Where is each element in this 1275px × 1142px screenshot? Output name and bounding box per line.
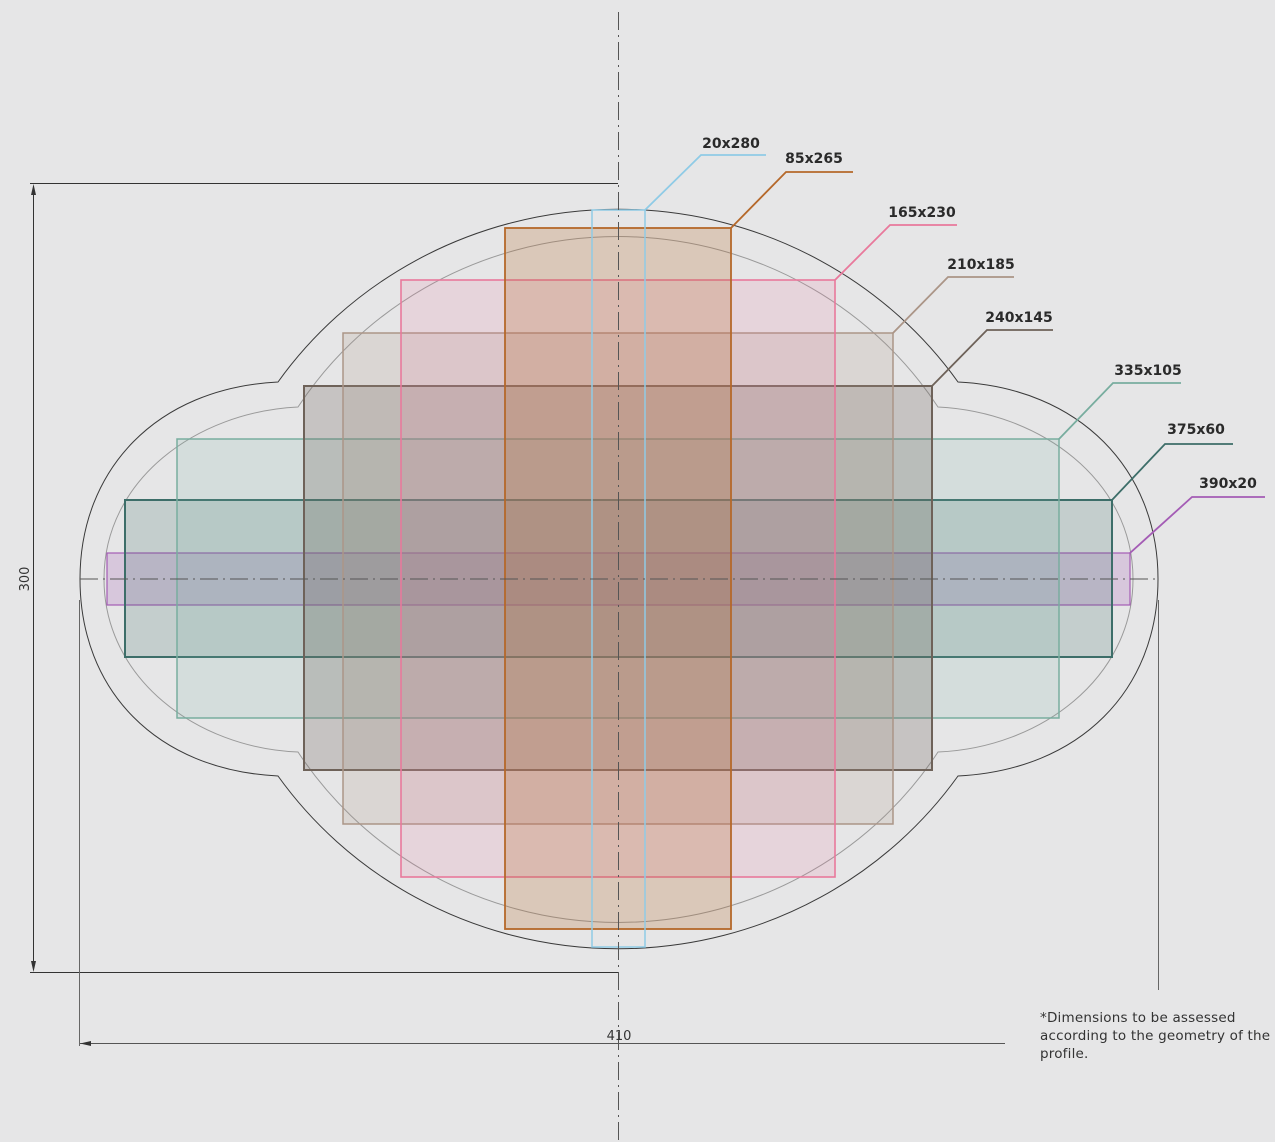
guide-lines [30,12,1160,1142]
width-dimension-value: 410 [607,1029,632,1044]
leader-line-210x185 [892,276,1014,334]
dimension-label-390x20: 390x20 [1199,476,1257,492]
height-dimension-value: 300 [18,567,33,592]
height-arrow-bottom [31,961,36,972]
height-arrow-top [31,184,36,195]
leader-line-85x265 [730,171,853,229]
dimension-label-85x265: 85x265 [785,151,843,167]
leader-line-240x145 [931,329,1053,387]
dimension-label-165x230: 165x230 [888,205,956,221]
dimension-label-20x280: 20x280 [702,136,760,152]
dimension-label-240x145: 240x145 [985,310,1052,326]
leader-line-165x230 [834,224,957,281]
dimension-labels: 20x280 85x265 165x230 210x185 240x145 335x105… [644,136,1265,554]
outer-profile-outline [79,208,1159,950]
width-arrow-left [80,1041,91,1046]
leader-line-20x280 [644,154,766,211]
leader-line-335x105 [1058,382,1181,440]
dimension-label-210x185: 210x185 [947,257,1014,273]
leader-line-390x20 [1129,496,1265,554]
leader-line-375x60 [1111,443,1233,501]
dimension-label-335x105: 335x105 [1114,363,1181,379]
dimension-label-375x60: 375x60 [1167,422,1225,438]
inner-profile-outline [103,236,1134,923]
dimensions-note: *Dimensions to be assessed according to … [1040,1010,1271,1062]
